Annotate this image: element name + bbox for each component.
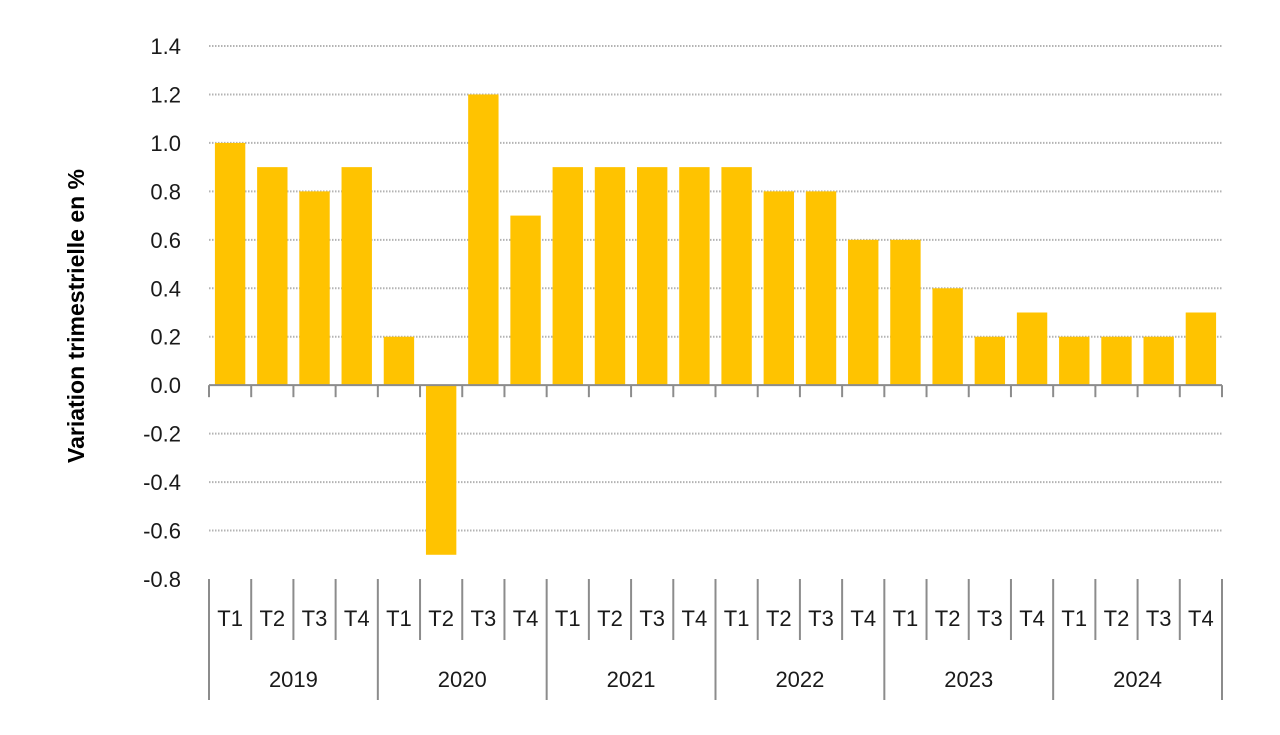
bar [214, 142, 246, 386]
x-tick-label: T2 [259, 606, 285, 631]
bar [425, 385, 457, 555]
y-axis-tick-labels: 1.4 1.2 1.0 0.8 0.6 0.4 0.2 0.0 -0.2 -0.4 -0.6 -0.8 [143, 34, 181, 592]
x-tick-label: T2 [766, 606, 792, 631]
x-tick-label: T4 [682, 606, 708, 631]
bar [679, 167, 710, 386]
x-tick-label: T3 [808, 606, 834, 631]
bar [932, 288, 963, 386]
bar [1185, 312, 1217, 386]
y-tick-label: 0.8 [150, 179, 181, 204]
x-tick-label: T3 [302, 606, 328, 631]
y-tick-label: 0.2 [150, 325, 181, 350]
x-group-label: 2023 [944, 667, 993, 692]
y-tick-label: 0.0 [150, 373, 181, 398]
x-group-label: 2021 [607, 667, 656, 692]
y-tick-label: -0.8 [143, 567, 181, 592]
y-axis-title: Variation trimestrielle en % [63, 169, 89, 463]
x-tick-label: T1 [217, 606, 243, 631]
bar [299, 191, 330, 386]
x-tick-label: T1 [1061, 606, 1087, 631]
bar [1101, 336, 1132, 386]
y-tick-label: 0.6 [150, 228, 181, 253]
bar [1059, 336, 1090, 386]
y-tick-label: -0.6 [143, 519, 181, 544]
x-tick-label: T3 [977, 606, 1003, 631]
x-tick-label: T2 [597, 606, 623, 631]
x-axis [208, 384, 1223, 398]
x-group-label: 2019 [269, 667, 318, 692]
x-tick-label: T1 [555, 606, 581, 631]
x-tick-label: T1 [893, 606, 919, 631]
x-tick-label: T3 [471, 606, 497, 631]
bar [974, 336, 1006, 386]
y-tick-label: 1.4 [150, 34, 181, 59]
bar [636, 167, 668, 386]
x-group-label: 2024 [1113, 667, 1162, 692]
x-tick-label: T2 [428, 606, 454, 631]
bar [1143, 336, 1174, 386]
bar [468, 94, 499, 386]
bar [383, 336, 415, 386]
x-tick-label: T4 [344, 606, 370, 631]
x-tick-label: T2 [935, 606, 961, 631]
bar [552, 167, 583, 386]
bar [721, 167, 752, 386]
x-tick-label: T4 [1019, 606, 1045, 631]
bar [594, 167, 626, 386]
y-tick-label: 1.2 [150, 82, 181, 107]
x-tick-label: T4 [513, 606, 539, 631]
y-tick-label: -0.2 [143, 422, 181, 447]
bar [805, 191, 837, 386]
bars [214, 94, 1217, 555]
y-tick-label: 1.0 [150, 131, 181, 156]
x-group-label: 2022 [775, 667, 824, 692]
x-tick-label: T1 [386, 606, 412, 631]
gridlines [209, 45, 1222, 532]
bar [848, 239, 879, 386]
x-tick-label: T1 [724, 606, 750, 631]
x-tick-label: T4 [1188, 606, 1214, 631]
bar [257, 167, 288, 386]
x-group-label: 2020 [438, 667, 487, 692]
y-tick-label: -0.4 [143, 470, 181, 495]
bar [341, 167, 372, 386]
bar [763, 191, 795, 386]
x-axis-labels: T1 T2 T3 T4 T1 T2 T3 T4 T1 T2 T3 T4 T1 T2 T3 T4 T1 T2 T3 T4… [208, 579, 1223, 700]
x-tick-label: T4 [850, 606, 876, 631]
y-tick-label: 0.4 [150, 276, 181, 301]
bar [510, 215, 541, 386]
x-tick-label: T3 [1146, 606, 1172, 631]
x-tick-label: T2 [1104, 606, 1130, 631]
x-tick-label: T3 [639, 606, 665, 631]
bar [1016, 312, 1048, 386]
bar [890, 239, 921, 386]
